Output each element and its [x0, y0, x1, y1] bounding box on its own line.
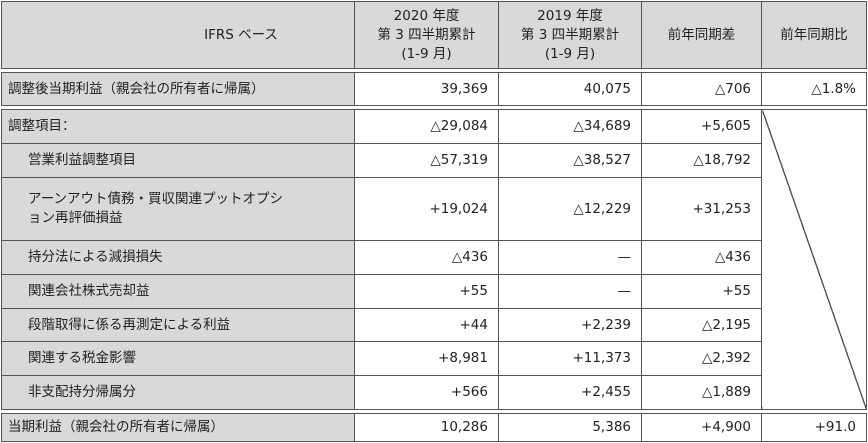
- row-label-line: アーンアウト債務・買収関連プットオプシ: [28, 191, 284, 207]
- header-2019-year: 2019 年度: [537, 7, 603, 24]
- value-2019: △34,689: [498, 109, 642, 144]
- value-diff: △436: [641, 240, 762, 275]
- table-row: 非支配持分帰属分 +566 +2,455 △1,889: [1, 375, 867, 410]
- header-row: IFRS ベース 2020 年度 第 3 四半期累計 (1-9 月) 2019 …: [1, 1, 867, 69]
- header-diff: 前年同期差: [641, 1, 762, 69]
- value-diff: △2,392: [641, 341, 762, 376]
- value-2019: —: [498, 240, 642, 275]
- value-2019: —: [498, 274, 642, 309]
- value-diff: +5,605: [641, 109, 762, 144]
- table-row: 調整後当期利益（親会社の所有者に帰属） 39,369 40,075 △706 △…: [1, 72, 867, 106]
- row-label: 営業利益調整項目: [1, 143, 355, 178]
- row-label-line: ョン再評価損益: [28, 210, 123, 226]
- value-diff: +31,253: [641, 177, 762, 241]
- value-ratio: +91.0: [761, 413, 867, 442]
- header-2020-months: (1-9 月): [401, 45, 452, 62]
- value-diff: △706: [641, 72, 762, 106]
- value-2020: +19,024: [354, 177, 499, 241]
- value-diff: △1,889: [641, 375, 762, 410]
- table-row: 関連会社株式売却益 +55 — +55: [1, 274, 867, 309]
- table-row: 持分法による減損損失 △436 — △436: [1, 240, 867, 275]
- value-2019: 5,386: [498, 413, 642, 442]
- value-2019: +2,455: [498, 375, 642, 410]
- value-2019: △38,527: [498, 143, 642, 178]
- value-2020: △29,084: [354, 109, 499, 144]
- header-2020: 2020 年度 第 3 四半期累計 (1-9 月): [354, 1, 499, 69]
- row-label: 持分法による減損損失: [1, 240, 355, 275]
- header-2019-months: (1-9 月): [544, 45, 596, 62]
- row-label: 関連する税金影響: [1, 341, 355, 376]
- value-2019: △12,229: [498, 177, 642, 241]
- row-label: 関連会社株式売却益: [1, 274, 355, 309]
- header-basis: IFRS ベース: [1, 1, 355, 69]
- value-2020: 10,286: [354, 413, 499, 442]
- row-label: 段階取得に係る再測定による利益: [1, 308, 355, 342]
- value-diff: △2,195: [641, 308, 762, 342]
- header-2020-period: 第 3 四半期累計: [377, 26, 476, 43]
- value-2020: △436: [354, 240, 499, 275]
- value-2019: +11,373: [498, 341, 642, 376]
- value-diff: △18,792: [641, 143, 762, 178]
- table-row: 当期利益（親会社の所有者に帰属） 10,286 5,386 +4,900 +91…: [1, 413, 867, 442]
- header-2019-period: 第 3 四半期累計: [520, 26, 620, 43]
- value-2020: +55: [354, 274, 499, 309]
- value-ratio: △1.8%: [761, 72, 867, 106]
- value-2019: +2,239: [498, 308, 642, 342]
- value-2019: 40,075: [498, 72, 642, 106]
- table-row: 関連する税金影響 +8,981 +11,373 △2,392: [1, 341, 867, 376]
- row-label: 調整後当期利益（親会社の所有者に帰属）: [1, 72, 355, 106]
- row-label: 非支配持分帰属分: [1, 375, 355, 410]
- row-label: 当期利益（親会社の所有者に帰属）: [1, 413, 355, 442]
- value-2020: +8,981: [354, 341, 499, 376]
- header-2020-year: 2020 年度: [393, 7, 460, 24]
- value-diff: +4,900: [641, 413, 762, 442]
- value-2020: △57,319: [354, 143, 499, 178]
- header-2019: 2019 年度 第 3 四半期累計 (1-9 月): [498, 1, 642, 69]
- row-label: アーンアウト債務・買収関連プットオプシ ョン再評価損益: [1, 177, 355, 241]
- ratio-not-applicable-diagonal: [761, 109, 867, 410]
- table-row: 営業利益調整項目 △57,319 △38,527 △18,792: [1, 143, 867, 178]
- table-row: 段階取得に係る再測定による利益 +44 +2,239 △2,195: [1, 308, 867, 342]
- table-row: 調整項目： △29,084 △34,689 +5,605: [1, 109, 867, 410]
- value-diff: +55: [641, 274, 762, 309]
- table-row: アーンアウト債務・買収関連プットオプシ ョン再評価損益 +19,024 △12,…: [1, 177, 867, 241]
- header-ratio: 前年同期比: [761, 1, 867, 69]
- row-label: 調整項目：: [1, 109, 355, 144]
- value-2020: +44: [354, 308, 499, 342]
- value-2020: +566: [354, 375, 499, 410]
- value-2020: 39,369: [354, 72, 499, 106]
